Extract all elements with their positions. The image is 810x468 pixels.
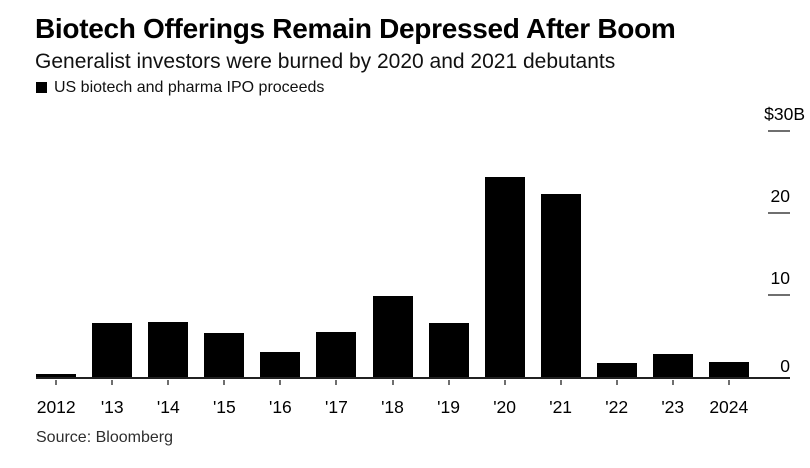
x-axis-label-19: '19 xyxy=(437,397,460,417)
x-axis-label-18: '18 xyxy=(381,397,404,417)
x-axis-label-14: '14 xyxy=(156,397,180,417)
legend-label: US biotech and pharma IPO proceeds xyxy=(54,78,325,96)
x-axis-tick-15 xyxy=(223,379,226,385)
x-axis-tick-23 xyxy=(671,379,674,385)
y-axis-tick-30 xyxy=(768,129,790,132)
y-axis-label-10: 10 xyxy=(770,268,790,289)
x-axis-tick-22 xyxy=(615,379,618,385)
x-axis-tick-2024 xyxy=(727,379,730,385)
x-axis-tick-19 xyxy=(447,379,450,385)
bar-23 xyxy=(652,354,693,378)
bar-20 xyxy=(484,176,525,378)
x-axis-tick-16 xyxy=(279,379,282,385)
bar-17 xyxy=(316,332,357,378)
x-axis-tick-14 xyxy=(167,379,170,385)
x-axis-label-15: '15 xyxy=(212,397,236,417)
bar-16 xyxy=(260,352,301,378)
x-axis-line xyxy=(36,376,790,379)
x-axis-label-21: '21 xyxy=(549,397,573,417)
x-axis-label-13: '13 xyxy=(100,397,124,417)
bar-13 xyxy=(92,323,133,378)
x-axis-label-17: '17 xyxy=(325,397,348,417)
x-axis-tick-20 xyxy=(503,379,506,385)
y-axis-tick-10 xyxy=(768,294,790,297)
x-axis-label-2012: 2012 xyxy=(36,397,76,417)
x-axis-label-22: '22 xyxy=(605,397,629,417)
x-axis-tick-17 xyxy=(335,379,338,385)
bar-21 xyxy=(540,194,581,378)
x-axis-label-2024: 2024 xyxy=(709,397,749,417)
x-axis-tick-18 xyxy=(391,379,394,385)
source-note: Source: Bloomberg xyxy=(36,429,173,446)
y-axis-label-20: 20 xyxy=(770,186,790,207)
x-axis-tick-2012 xyxy=(55,379,58,385)
y-axis-tick-20 xyxy=(768,212,790,215)
x-axis-label-16: '16 xyxy=(268,397,292,417)
bar-2024 xyxy=(708,361,749,378)
bar-22 xyxy=(596,362,637,378)
legend: US biotech and pharma IPO proceeds xyxy=(36,78,325,96)
x-axis-tick-21 xyxy=(559,379,562,385)
x-axis-label-20: '20 xyxy=(493,397,516,417)
legend-swatch-icon xyxy=(36,82,47,93)
y-axis-label-30: $30B xyxy=(764,103,805,124)
bar-15 xyxy=(204,333,245,378)
x-axis-tick-13 xyxy=(111,379,114,385)
chart-subtitle: Generalist investors were burned by 2020… xyxy=(35,50,616,73)
bar-19 xyxy=(428,323,469,378)
bar-14 xyxy=(148,322,189,378)
y-axis-label-0: 0 xyxy=(780,355,790,376)
bar-2012 xyxy=(36,374,77,378)
bar-18 xyxy=(372,296,413,378)
x-axis-label-23: '23 xyxy=(661,397,685,417)
page-title: Biotech Offerings Remain Depressed After… xyxy=(35,13,676,44)
